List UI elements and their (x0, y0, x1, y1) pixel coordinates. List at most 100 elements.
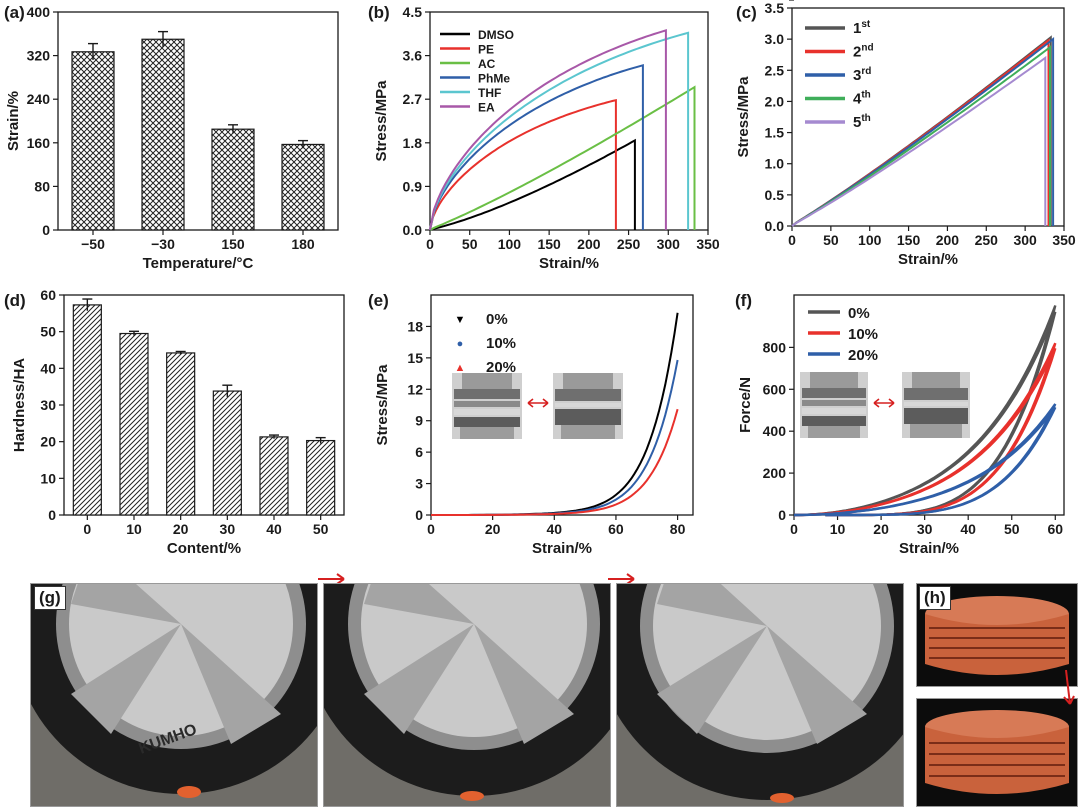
x-tick-label: 60 (1048, 521, 1064, 537)
y-tick-label: 800 (763, 339, 787, 355)
y-tick-label: 0 (778, 507, 786, 523)
y-axis-label: Stress/MPa (374, 364, 391, 446)
x-tick-label: 250 (617, 236, 641, 252)
lattice-sample-photo-after (916, 698, 1078, 807)
y-tick-label: 50 (40, 324, 56, 340)
y-tick-label: 600 (763, 381, 787, 397)
x-tick-label: 0 (788, 232, 796, 248)
bar (212, 390, 242, 516)
y-tick-label: 0.9 (403, 178, 423, 194)
chart-stress-strain-cycles: 0.0 0.5 1.0 1.5 2.0 2.5 3.0 3.5 0 50 100 150 200 250 3… (735, 0, 1076, 268)
panel-label: (b) (368, 3, 390, 22)
y-tick-label: 0 (415, 507, 423, 523)
x-tick-label: 0 (790, 521, 798, 537)
legend-label: 10% (486, 335, 516, 352)
series-line (429, 63, 644, 231)
y-tick-label: 160 (27, 135, 51, 151)
y-tick-label: 6 (415, 444, 423, 460)
x-tick-label: 0 (427, 521, 435, 537)
x-tick-label: 30 (220, 521, 236, 537)
y-tick-label: 80 (34, 178, 50, 194)
bar (71, 51, 115, 231)
y-tick-label: 240 (27, 91, 51, 107)
x-tick-label: 20 (873, 521, 889, 537)
y-tick-label: 0.5 (765, 187, 785, 203)
legend-label: DMSO (478, 28, 514, 42)
x-tick-label: 10 (830, 521, 846, 537)
x-tick-label: 30 (917, 521, 933, 537)
tire-photo-2 (323, 583, 611, 807)
y-tick-label: 9 (415, 413, 423, 429)
chart-strain-vs-temperature: 0 80 160 240 320 400 Temperature/°C Strain/% (a)… (4, 3, 339, 272)
y-tick-label: 20 (40, 434, 56, 450)
x-tick-label: 150 (221, 236, 245, 252)
y-tick-label: 1.8 (403, 135, 423, 151)
y-tick-label: 400 (27, 4, 51, 20)
plot-frame (63, 294, 345, 516)
x-tick-label: 40 (547, 521, 563, 537)
x-tick-label: 350 (1052, 232, 1076, 248)
x-tick-label: 100 (498, 236, 522, 252)
legend-label: 5th (853, 113, 871, 131)
legend-label: 4th (853, 90, 871, 108)
y-tick-label: 3.6 (403, 48, 423, 64)
bar (259, 436, 289, 516)
y-tick-label: 400 (763, 423, 787, 439)
chart-hardness-vs-content: 0 10 20 30 40 50 60 Content/% Hardness/HA (d) 0 10 2… (4, 287, 345, 557)
plot-frame (793, 294, 1065, 516)
series-line (429, 138, 636, 231)
lattice-sequence-arrow (1062, 669, 1076, 715)
y-tick-label: 2.0 (765, 93, 785, 109)
y-tick-label: 2.7 (403, 91, 423, 107)
x-tick-label: 50 (313, 521, 329, 537)
x-tick-label: 40 (266, 521, 282, 537)
y-tick-label: 1.5 (765, 125, 785, 141)
x-tick-label: 50 (823, 232, 839, 248)
x-tick-label: 0 (426, 236, 434, 252)
x-tick-label: 180 (291, 236, 315, 252)
x-tick-label: −30 (151, 236, 175, 252)
y-tick-label: 3.5 (765, 0, 785, 16)
panel-label: (c) (736, 3, 757, 22)
bar (119, 332, 149, 516)
series-line (431, 408, 679, 516)
x-axis-label: Temperature/°C (143, 255, 254, 272)
bar (72, 304, 102, 516)
x-tick-label: 300 (657, 236, 681, 252)
legend-label: 0% (848, 305, 870, 322)
y-tick-label: 0 (42, 222, 50, 238)
y-tick-label: 4.5 (403, 4, 423, 20)
x-tick-label: 200 (936, 232, 960, 248)
series-line (791, 35, 1052, 227)
panel-label-h: (h) (919, 586, 951, 610)
legend-label: 1st (853, 19, 871, 37)
chart-force-strain-hysteresis: 0 200 400 600 800 1 000 0 10 20 30 40 50 60 Strain/% F… (735, 0, 1065, 557)
x-tick-label: 200 (577, 236, 601, 252)
y-tick-label: 0.0 (403, 222, 423, 238)
x-axis-label: Strain/% (898, 251, 958, 268)
plot-frame (57, 11, 339, 231)
legend-label: 3rd (853, 66, 871, 84)
compression-jig-photo-after-e (553, 373, 623, 439)
y-tick-label: 30 (40, 397, 56, 413)
series-line (791, 55, 1047, 227)
plot-frame (791, 7, 1065, 227)
legend-label: 2nd (853, 43, 874, 61)
tire-photo-1: KUMHO (30, 583, 318, 807)
y-axis-label: Hardness/HA (11, 358, 28, 452)
legend-marker: ▼ (455, 314, 466, 326)
compress-arrow-f (872, 396, 896, 415)
x-tick-label: 40 (960, 521, 976, 537)
x-tick-label: 100 (858, 232, 882, 248)
series-line (429, 29, 667, 231)
x-tick-label: 350 (696, 236, 720, 252)
panel-label: (a) (4, 3, 25, 22)
bar (166, 352, 196, 516)
legend-label: THF (478, 86, 501, 100)
legend-label: AC (478, 57, 496, 71)
y-tick-label: 40 (40, 360, 56, 376)
y-tick-label: 18 (407, 318, 423, 334)
x-tick-label: 0 (83, 521, 91, 537)
y-tick-label: 3 (415, 476, 423, 492)
y-tick-label: 320 (27, 48, 51, 64)
